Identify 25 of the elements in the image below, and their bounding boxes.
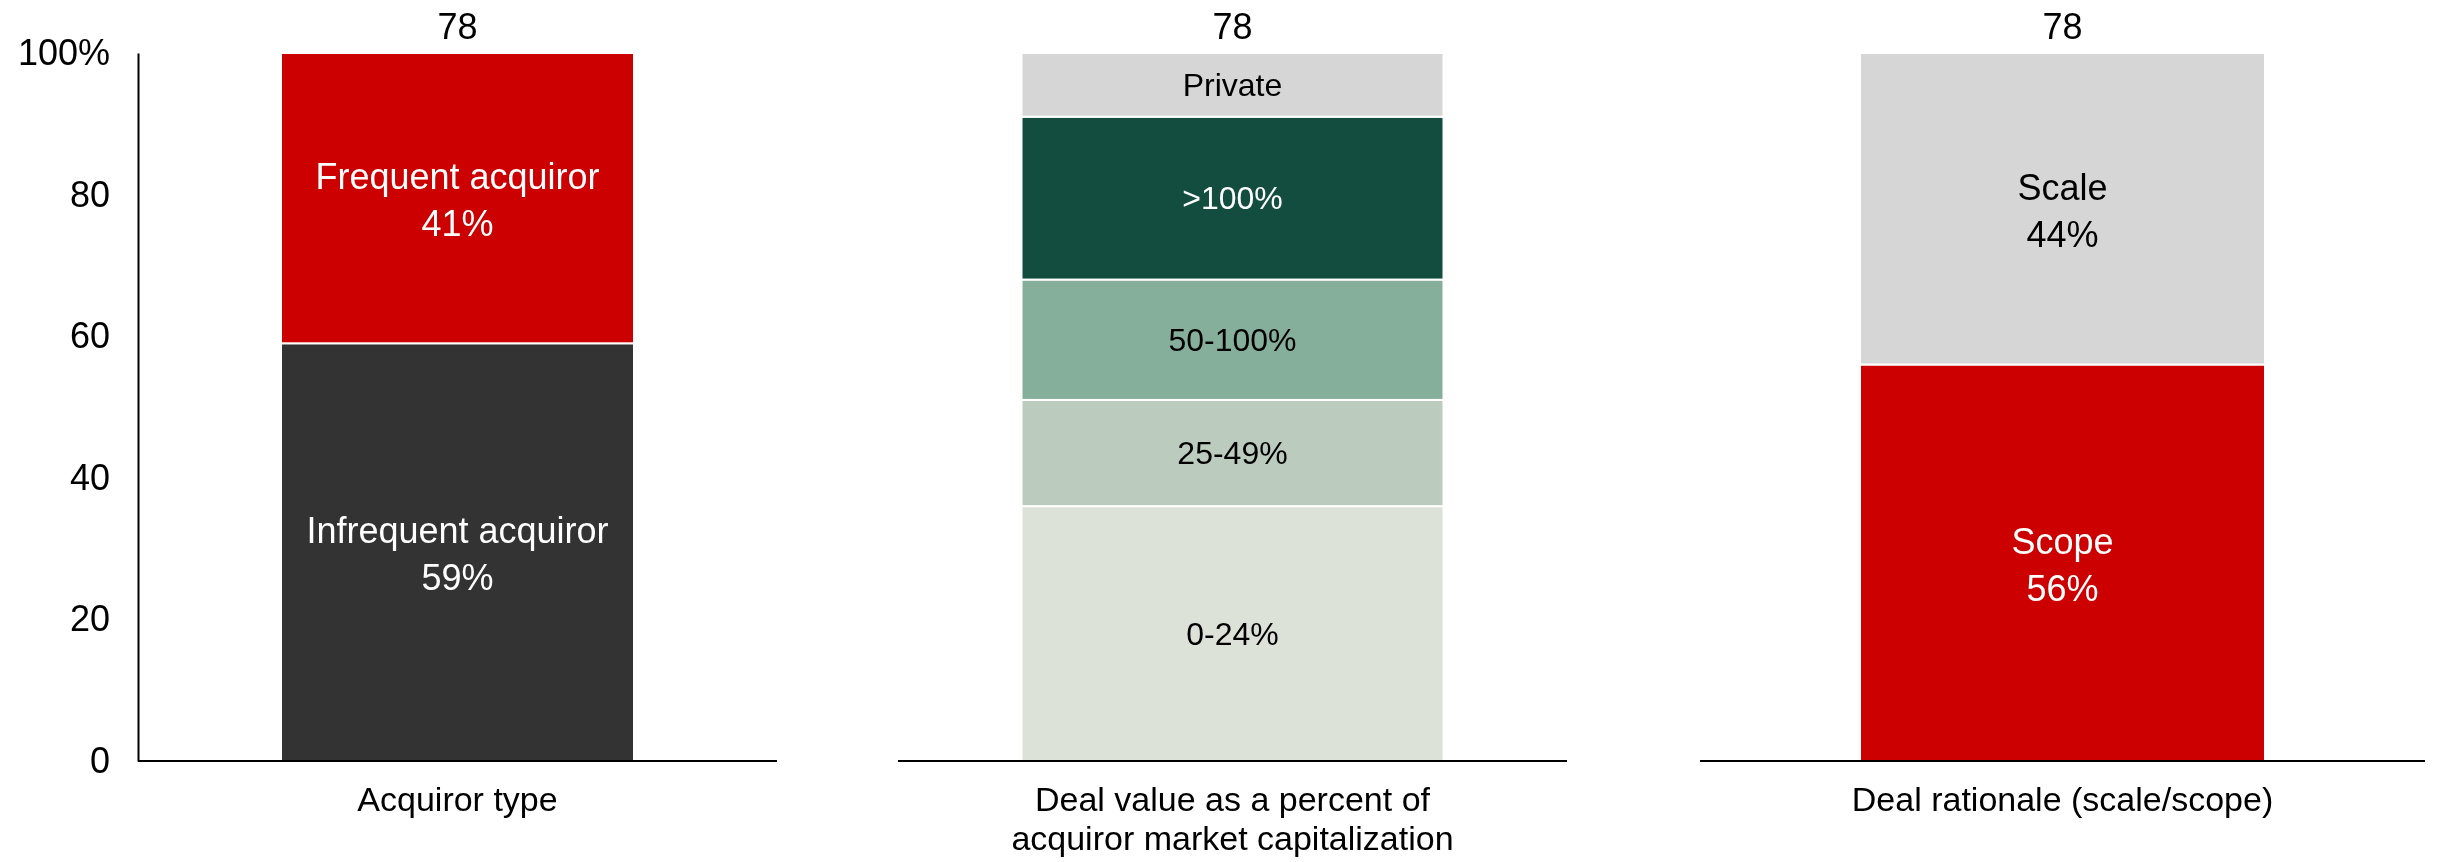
y-tick-label: 0 xyxy=(89,740,110,782)
y-tick-label: 20 xyxy=(69,598,110,640)
series-label: Scale xyxy=(2017,166,2108,208)
x-tick-label: Acquiror type xyxy=(357,780,558,818)
y-tick-label: 100% xyxy=(17,32,110,74)
series-label: 25-49% xyxy=(1177,435,1288,472)
text: 78 xyxy=(437,6,478,47)
series-label: Frequent acquiror xyxy=(315,156,600,198)
series-label: 0-24% xyxy=(1186,615,1279,652)
series-label: 50-100% xyxy=(1168,321,1297,358)
data-label: 59% xyxy=(421,556,494,598)
y-tick-label: 80 xyxy=(69,173,110,215)
data-label: 41% xyxy=(421,202,494,244)
data-label: 56% xyxy=(2026,567,2099,609)
series-label: >100% xyxy=(1182,180,1283,217)
series-label: Private xyxy=(1182,67,1283,104)
x-tick-label: Deal rationale (scale/scope) xyxy=(1851,780,2274,818)
y-tick-label: 40 xyxy=(69,456,110,498)
text: 78 xyxy=(1212,6,1253,47)
x-tick-label: Deal value as a percent of acquiror market capitalization xyxy=(1011,780,1454,858)
series-label: Scope xyxy=(2011,520,2114,562)
text: 78 xyxy=(2042,6,2083,47)
data-label: 44% xyxy=(2026,213,2099,255)
y-tick-label: 60 xyxy=(69,315,110,357)
series-label: Infrequent acquiror xyxy=(306,510,609,552)
